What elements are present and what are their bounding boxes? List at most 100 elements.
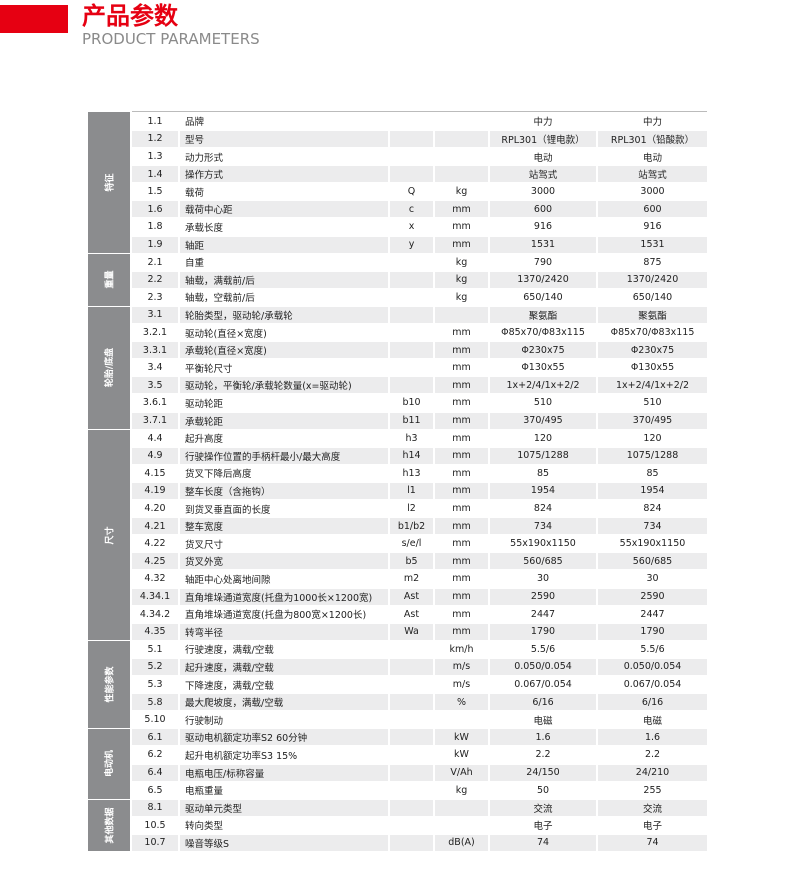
value-1: 2447 [490, 606, 596, 623]
param-no: 5.10 [132, 711, 178, 728]
unit: kg [435, 271, 488, 288]
value-1: 电磁 [490, 711, 596, 728]
group-text: 重量 [105, 270, 116, 289]
param-no: 10.5 [132, 817, 178, 834]
value-1: 916 [490, 218, 596, 235]
unit: mm [435, 201, 488, 218]
param-name: 轴距 [180, 236, 388, 253]
param-name: 噪音等级S [180, 834, 388, 851]
value-1: 5.5/6 [490, 641, 596, 658]
group-text: 特征 [105, 173, 116, 192]
symbol: Q [390, 183, 433, 200]
param-no: 1.8 [132, 218, 178, 235]
symbol: y [390, 236, 433, 253]
value-2: 电磁 [598, 711, 707, 728]
param-name: 轴距中心处离地间隙 [180, 570, 388, 587]
table-rule [132, 111, 707, 112]
unit: m/s [435, 676, 488, 693]
unit: mm [435, 218, 488, 235]
value-2: 560/685 [598, 553, 707, 570]
param-no: 5.3 [132, 676, 178, 693]
group-label: 重量 [88, 254, 130, 306]
value-1: 0.050/0.054 [490, 658, 596, 675]
value-2: 聚氨酯 [598, 306, 707, 323]
symbol [390, 817, 433, 834]
unit: mm [435, 553, 488, 570]
param-no: 1.2 [132, 130, 178, 147]
value-1: 6/16 [490, 694, 596, 711]
unit: mm [435, 482, 488, 499]
param-name: 整车长度（含拖钩） [180, 482, 388, 499]
param-no: 5.2 [132, 658, 178, 675]
symbol: b1/b2 [390, 518, 433, 535]
param-name: 驱动电机额定功率S2 60分钟 [180, 729, 388, 746]
unit: mm [435, 447, 488, 464]
symbol [390, 306, 433, 323]
value-2: 0.050/0.054 [598, 658, 707, 675]
param-name: 货叉外宽 [180, 553, 388, 570]
value-1: 电动 [490, 148, 596, 165]
symbol [390, 166, 433, 183]
value-2: 1.6 [598, 729, 707, 746]
param-no: 1.6 [132, 201, 178, 218]
param-name: 直角堆垛通道宽度(托盘为800宽×1200长) [180, 606, 388, 623]
param-name: 载荷 [180, 183, 388, 200]
param-no: 4.4 [132, 430, 178, 447]
param-no: 1.4 [132, 166, 178, 183]
unit [435, 799, 488, 816]
group-text: 尺寸 [105, 526, 116, 545]
value-2: 120 [598, 430, 707, 447]
value-2: 30 [598, 570, 707, 587]
param-no: 4.15 [132, 465, 178, 482]
value-2: 510 [598, 394, 707, 411]
param-name: 到货叉垂直面的长度 [180, 500, 388, 517]
param-name: 转弯半径 [180, 623, 388, 640]
value-2: 电子 [598, 817, 707, 834]
symbol [390, 271, 433, 288]
param-name: 行驶制动 [180, 711, 388, 728]
param-name: 直角堆垛通道宽度(托盘为1000长×1200宽) [180, 588, 388, 605]
param-name: 行驶速度，满载/空载 [180, 641, 388, 658]
param-name: 载荷中心距 [180, 201, 388, 218]
param-name: 整车宽度 [180, 518, 388, 535]
value-1: 聚氨酯 [490, 306, 596, 323]
symbol [390, 694, 433, 711]
param-name: 货叉下降后高度 [180, 465, 388, 482]
symbol: b10 [390, 394, 433, 411]
param-name: 承载轮(直径×宽度) [180, 342, 388, 359]
param-no: 6.4 [132, 764, 178, 781]
param-name: 转向类型 [180, 817, 388, 834]
unit: kg [435, 782, 488, 799]
param-no: 4.34.2 [132, 606, 178, 623]
value-1: 824 [490, 500, 596, 517]
symbol: x [390, 218, 433, 235]
param-no: 3.4 [132, 359, 178, 376]
value-2: 0.067/0.054 [598, 676, 707, 693]
unit: kg [435, 183, 488, 200]
unit: % [435, 694, 488, 711]
symbol [390, 359, 433, 376]
group-label: 轮胎/底盘 [88, 306, 130, 430]
value-1: 24/150 [490, 764, 596, 781]
param-no: 4.35 [132, 623, 178, 640]
unit: km/h [435, 641, 488, 658]
unit: mm [435, 236, 488, 253]
symbol [390, 289, 433, 306]
param-name: 货叉尺寸 [180, 535, 388, 552]
unit: mm [435, 500, 488, 517]
unit: V/Ah [435, 764, 488, 781]
group-label: 其他数据 [88, 799, 130, 852]
param-name: 平衡轮尺寸 [180, 359, 388, 376]
value-2: 5.5/6 [598, 641, 707, 658]
value-2: 6/16 [598, 694, 707, 711]
group-text: 性能参数 [105, 666, 116, 703]
param-name: 最大爬坡度，满载/空载 [180, 694, 388, 711]
value-2: Φ130x55 [598, 359, 707, 376]
unit: mm [435, 623, 488, 640]
unit: mm [435, 412, 488, 429]
param-no: 6.5 [132, 782, 178, 799]
param-no: 4.34.1 [132, 588, 178, 605]
param-no: 4.20 [132, 500, 178, 517]
param-no: 6.1 [132, 729, 178, 746]
value-2: 交流 [598, 799, 707, 816]
